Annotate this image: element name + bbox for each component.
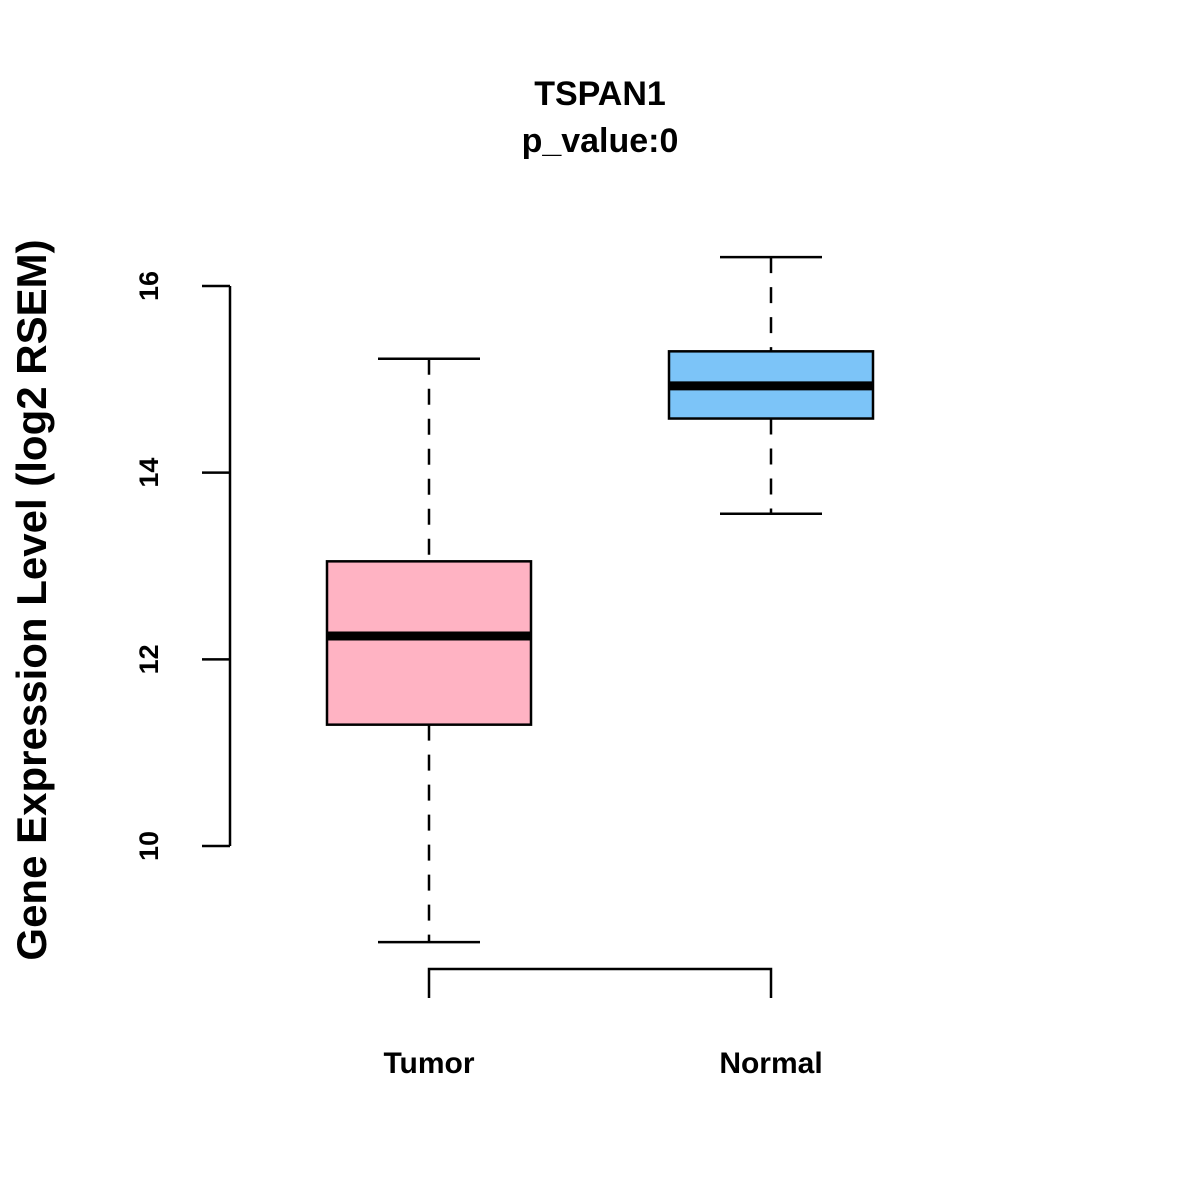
chart-subtitle: p_value:0	[522, 122, 679, 160]
y-tick-label: 14	[134, 458, 164, 488]
bracket-line	[427, 967, 773, 998]
y-tick-label: 16	[134, 271, 164, 301]
box-tumor	[325, 357, 533, 944]
y-axis: 10 12 14 16	[134, 271, 232, 861]
y-tick-label: 12	[134, 644, 164, 674]
iqr-box	[325, 560, 533, 726]
y-axis-label: Gene Expression Level (log2 RSEM)	[8, 239, 55, 960]
y-tick-label: 10	[134, 831, 164, 861]
x-category-label: Normal	[719, 1047, 822, 1080]
comparison-bracket	[427, 967, 773, 998]
chart-title: TSPAN1	[534, 75, 666, 113]
x-category-label: Tumor	[383, 1047, 474, 1080]
box-normal	[667, 255, 875, 515]
boxes-group	[325, 255, 875, 944]
category-labels: Tumor Normal	[383, 1047, 822, 1080]
